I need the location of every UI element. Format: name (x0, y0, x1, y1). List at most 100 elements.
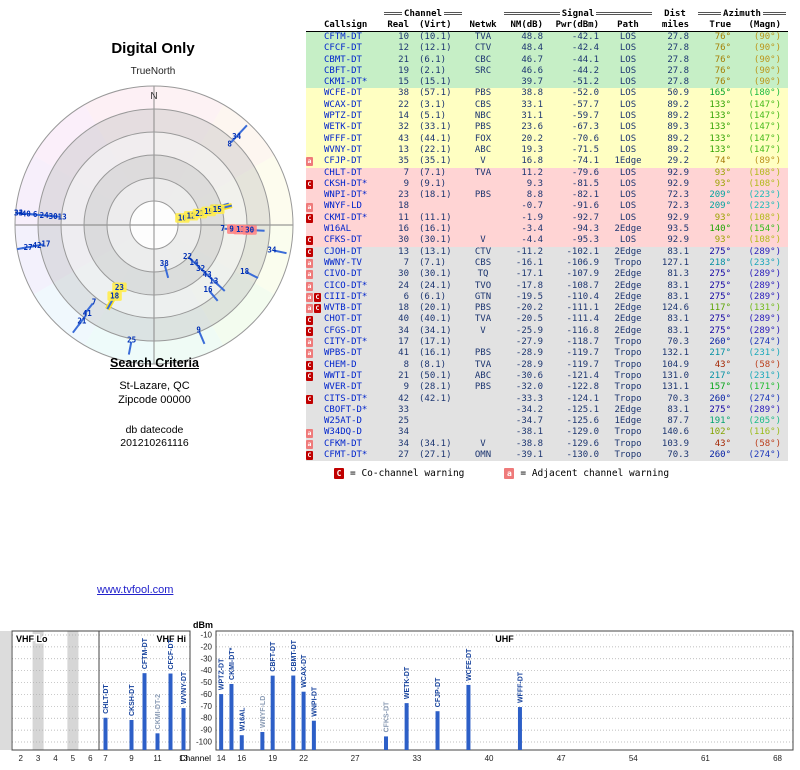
power-dbm: -57.7 (548, 100, 604, 111)
callsign-link[interactable]: CJOH-DT (322, 247, 384, 258)
azimuth-magnetic: (289°) (736, 292, 786, 303)
callsign-link[interactable]: CKMI-DT* (322, 77, 384, 88)
distance-miles: 72.3 (652, 201, 698, 212)
azimuth-magnetic: (147°) (736, 145, 786, 156)
noise-margin-db: -28.9 (504, 348, 548, 359)
noise-margin-db: -39.1 (504, 450, 548, 461)
warning-flags: a (306, 282, 322, 291)
signal-path: LOS (604, 235, 652, 246)
group-azimuth: Azimuth (698, 9, 786, 19)
callsign-link[interactable]: CFCF-DT (322, 43, 384, 54)
co-channel-warning-badge: C (306, 180, 313, 189)
y-tick-label: -30 (200, 654, 212, 663)
azimuth-magnetic: (205°) (736, 416, 786, 427)
distance-miles: 83.1 (652, 326, 698, 337)
callsign-link[interactable]: WPBS-DT (322, 348, 384, 359)
virtual-channel: (33.1) (414, 122, 462, 133)
distance-miles: 81.3 (652, 269, 698, 280)
noise-margin-db: 23.6 (504, 122, 548, 133)
azimuth-true: 133° (698, 145, 736, 156)
callsign-link[interactable]: CIVO-DT (322, 269, 384, 280)
signal-bar (405, 703, 409, 750)
network: GTN (462, 292, 504, 303)
callsign-link[interactable]: CFTM-DT (322, 32, 384, 43)
signal-bar-label: CFKS-DT (384, 701, 391, 732)
azimuth-true: 209° (698, 201, 736, 212)
callsign-link[interactable]: CFKS-DT (322, 235, 384, 246)
table-row: W25AT-D25-34.7-125.61Edge87.7191°(205°) (306, 416, 788, 427)
callsign-link[interactable]: WETK-DT (322, 122, 384, 133)
callsign-link[interactable]: CFMT-DT* (322, 450, 384, 461)
callsign-link[interactable]: CKSH-DT* (322, 179, 384, 190)
callsign-link[interactable]: WNPI-DT* (322, 190, 384, 201)
noise-margin-db: 38.8 (504, 88, 548, 99)
signal-path: LOS (604, 179, 652, 190)
distance-miles: 92.9 (652, 213, 698, 224)
callsign-link[interactable]: WWTI-DT (322, 371, 384, 382)
callsign-link[interactable]: CBMT-DT (322, 55, 384, 66)
azimuth-magnetic: (108°) (736, 179, 786, 190)
power-dbm: -81.5 (548, 179, 604, 190)
real-channel: 33 (384, 405, 414, 416)
callsign-link[interactable]: WVTB-DT (322, 303, 384, 314)
callsign-link[interactable]: WVER-DT (322, 382, 384, 393)
signal-path: 1Edge (604, 156, 652, 167)
callsign-link[interactable]: CITY-DT* (322, 337, 384, 348)
callsign-link[interactable]: CITS-DT* (322, 394, 384, 405)
callsign-link[interactable]: WNYF-LD (322, 201, 384, 212)
noise-margin-db: -28.9 (504, 360, 548, 371)
callsign-link[interactable]: CBFT-DT (322, 66, 384, 77)
power-dbm: -129.0 (548, 427, 604, 438)
callsign-link[interactable]: CIII-DT* (322, 292, 384, 303)
tvfool-link[interactable]: www.tvfool.com (97, 584, 173, 596)
callsign-link[interactable]: CHEM-D (322, 360, 384, 371)
power-dbm: -79.6 (548, 168, 604, 179)
signal-path: 2Edge (604, 247, 652, 258)
distance-miles: 92.9 (652, 179, 698, 190)
virtual-channel: (57.1) (414, 88, 462, 99)
signal-path: LOS (604, 111, 652, 122)
azimuth-true: 43° (698, 360, 736, 371)
signal-table: Channel Signal Dist Azimuth Callsign Rea… (306, 8, 788, 479)
callsign-link[interactable]: CKMI-DT* (322, 213, 384, 224)
y-tick-label: -10 (200, 631, 212, 640)
callsign-link[interactable]: WPTZ-DT (322, 111, 384, 122)
callsign-link[interactable]: CICO-DT* (322, 281, 384, 292)
virtual-channel: (18.1) (414, 190, 462, 201)
signal-path: 2Edge (604, 326, 652, 337)
noise-margin-db: -38.1 (504, 427, 548, 438)
adjacent-channel-legend-text: = Adjacent channel warning (520, 468, 669, 479)
callsign-link[interactable]: CFGS-DT (322, 326, 384, 337)
callsign-link[interactable]: W16AL (322, 224, 384, 235)
callsign-link[interactable]: WWNY-TV (322, 258, 384, 269)
azimuth-magnetic: (289°) (736, 405, 786, 416)
callsign-link[interactable]: W25AT-D (322, 416, 384, 427)
virtual-channel: (7.1) (414, 168, 462, 179)
callsign-link[interactable]: WCFE-DT (322, 88, 384, 99)
x-tick-label: 5 (71, 754, 76, 763)
warning-flags: C (306, 248, 322, 257)
callsign-link[interactable]: CHOT-DT (322, 314, 384, 325)
callsign-link[interactable]: WVNY-DT (322, 145, 384, 156)
callsign-link[interactable]: CFKM-DT (322, 439, 384, 450)
noise-margin-db: -34.7 (504, 416, 548, 427)
table-row: CWWTI-DT21(50.1)ABC-30.6-121.4Tropo131.0… (306, 371, 788, 382)
header-callsign: Callsign (322, 20, 384, 30)
callsign-link[interactable]: CHLT-DT (322, 168, 384, 179)
virtual-channel: (34.1) (414, 326, 462, 337)
distance-miles: 72.3 (652, 190, 698, 201)
callsign-link[interactable]: CBOFT-D* (322, 405, 384, 416)
azimuth-true: 133° (698, 122, 736, 133)
station-channel-label: 24 (40, 211, 50, 220)
distance-miles: 89.3 (652, 122, 698, 133)
callsign-link[interactable]: W34DQ-D (322, 427, 384, 438)
callsign-link[interactable]: WFFF-DT (322, 134, 384, 145)
azimuth-magnetic: (289°) (736, 281, 786, 292)
noise-margin-db: 31.1 (504, 111, 548, 122)
callsign-link[interactable]: CFJP-DT (322, 156, 384, 167)
azimuth-magnetic: (147°) (736, 100, 786, 111)
signal-bar-label: WCAX-DT (301, 654, 308, 688)
network: V (462, 156, 504, 167)
callsign-link[interactable]: WCAX-DT (322, 100, 384, 111)
signal-bar (302, 692, 306, 750)
